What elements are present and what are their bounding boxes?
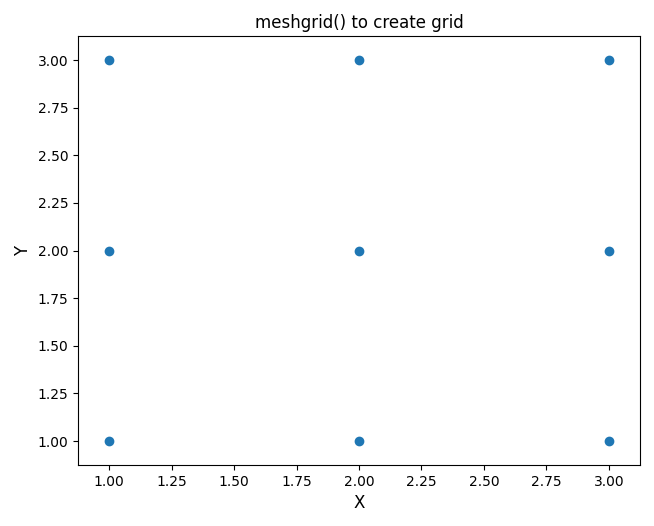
Point xyxy=(354,246,364,255)
Point xyxy=(604,56,614,64)
Point xyxy=(104,437,114,445)
Title: meshgrid() to create grid: meshgrid() to create grid xyxy=(254,14,464,32)
X-axis label: X: X xyxy=(353,494,365,512)
Point xyxy=(354,437,364,445)
Y-axis label: Y: Y xyxy=(14,246,32,256)
Point xyxy=(354,56,364,64)
Point xyxy=(104,246,114,255)
Point xyxy=(604,246,614,255)
Point xyxy=(104,56,114,64)
Point xyxy=(604,437,614,445)
